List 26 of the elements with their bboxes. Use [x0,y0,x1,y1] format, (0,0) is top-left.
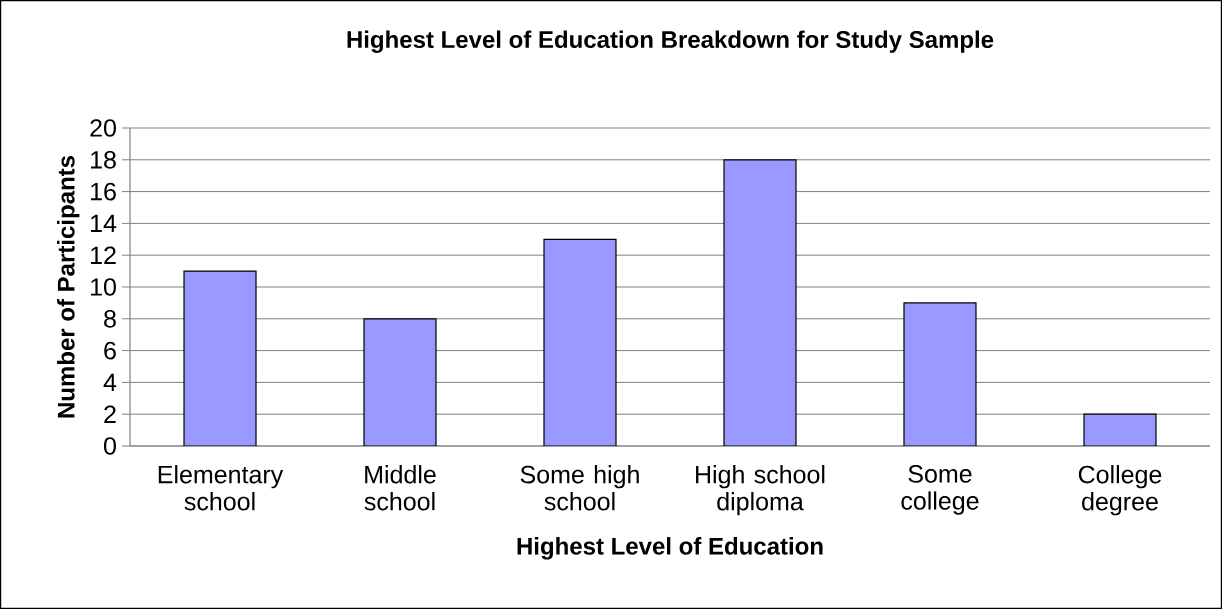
chart-title: Highest Level of Education Breakdown for Study Sample [347,30,994,53]
y-tick-label: 2 [104,405,116,423]
y-tick-label: 16 [91,182,116,201]
y-tick-label: 4 [103,373,117,391]
bar [1083,413,1157,446]
y-axis-title: Number of Participants [57,155,80,418]
x-tick-label: High school diploma [696,465,825,516]
y-tick-label: 14 [91,214,117,232]
x-tick-label: Elementary school [158,465,284,511]
y-tick-label: 20 [90,119,116,137]
x-axis-title: Highest Level of Education [517,537,823,560]
y-tick-label: 10 [91,278,116,296]
bar [903,302,977,446]
x-tick-label: Some high school [520,465,639,511]
x-tick-label: Some college [901,465,979,515]
y-tick-label: 8 [104,309,116,328]
y-tick-label: 0 [104,437,116,455]
bar [183,270,257,446]
y-tick-label: 18 [91,150,116,169]
x-tick-label: College degree [1078,465,1162,516]
bar [723,159,797,446]
x-tick-label: Middle school [364,465,436,511]
bar [363,318,437,446]
bar [543,238,617,446]
y-tick-label: 12 [91,246,116,264]
y-tick-label: 6 [104,341,116,360]
